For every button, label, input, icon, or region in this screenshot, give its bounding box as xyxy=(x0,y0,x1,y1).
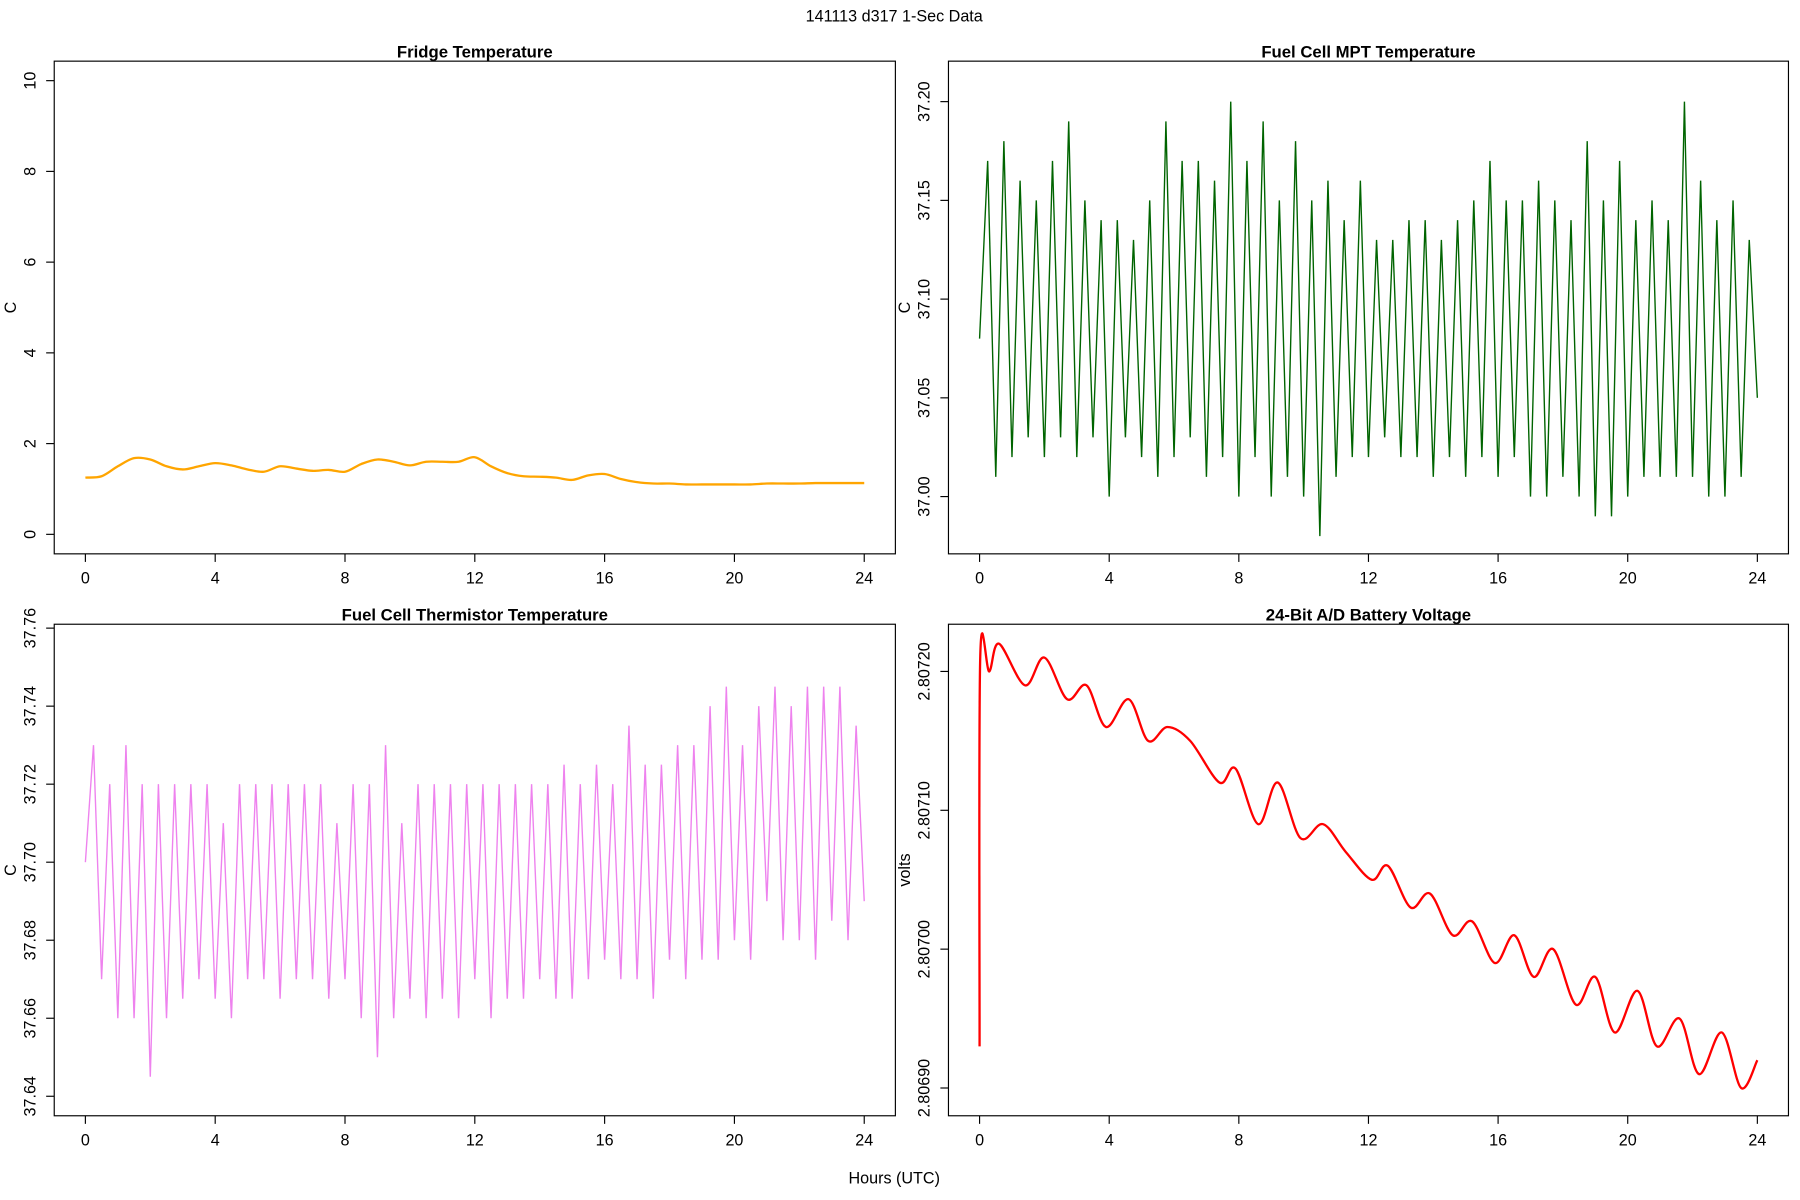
x-tick-label: 24 xyxy=(855,569,873,587)
x-tick-label: 4 xyxy=(211,569,220,587)
y-tick-label: 37.70 xyxy=(21,842,39,882)
y-tick-label: 37.66 xyxy=(21,998,39,1038)
y-axis-label: C xyxy=(2,864,20,876)
x-tick-label: 4 xyxy=(211,1131,220,1149)
y-tick-label: 37.76 xyxy=(21,608,39,648)
panel-title: Fuel Cell MPT Temperature xyxy=(1261,42,1475,61)
y-tick-label: 37.05 xyxy=(916,378,934,418)
x-tick-label: 16 xyxy=(596,1131,614,1149)
x-tick-label: 16 xyxy=(1489,1131,1507,1149)
y-tick-label: 2.80690 xyxy=(916,1059,934,1117)
x-tick-label: 0 xyxy=(975,1131,984,1149)
panel-title: 24-Bit A/D Battery Voltage xyxy=(1266,606,1471,625)
y-tick-label: 37.74 xyxy=(21,686,39,726)
y-tick-label: 4 xyxy=(21,348,39,357)
data-line xyxy=(978,632,1759,1090)
x-tick-label: 24 xyxy=(1748,569,1766,587)
x-tick-label: 20 xyxy=(725,1131,743,1149)
x-tick-label: 8 xyxy=(1234,1131,1243,1149)
x-tick-label: 0 xyxy=(81,569,90,587)
x-tick-label: 8 xyxy=(1234,569,1243,587)
x-tick-label: 24 xyxy=(855,1131,873,1149)
y-tick-label: 6 xyxy=(21,258,39,267)
y-tick-label: 37.68 xyxy=(21,920,39,960)
y-tick-label: 37.15 xyxy=(916,180,934,220)
x-tick-label: 4 xyxy=(1105,1131,1114,1149)
data-line xyxy=(84,686,865,1077)
y-tick-label: 2.80720 xyxy=(916,642,934,700)
y-tick-label: 2.80700 xyxy=(916,920,934,978)
plot-frame xyxy=(947,60,1790,555)
y-axis-label: C xyxy=(896,301,914,313)
y-tick-label: 10 xyxy=(21,72,39,90)
x-tick-label: 20 xyxy=(725,569,743,587)
y-tick-label: 2 xyxy=(21,439,39,448)
x-tick-label: 12 xyxy=(466,1131,484,1149)
y-tick-label: 8 xyxy=(21,167,39,176)
x-tick-label: 12 xyxy=(1359,1131,1377,1149)
x-tick-label: 0 xyxy=(81,1131,90,1149)
y-tick-label: 2.80710 xyxy=(916,781,934,839)
y-tick-label: 37.00 xyxy=(916,476,934,516)
x-axis-label: Hours (UTC) xyxy=(848,1169,939,1187)
plot-frame xyxy=(53,623,896,1117)
y-tick-label: 37.20 xyxy=(916,81,934,121)
y-tick-label: 37.72 xyxy=(21,764,39,804)
panel-title: Fridge Temperature xyxy=(397,42,553,61)
x-tick-label: 12 xyxy=(466,569,484,587)
x-tick-label: 16 xyxy=(1489,569,1507,587)
y-tick-label: 37.10 xyxy=(916,279,934,319)
y-tick-label: 37.64 xyxy=(21,1076,39,1116)
x-tick-label: 20 xyxy=(1619,569,1637,587)
x-tick-label: 8 xyxy=(341,1131,350,1149)
x-tick-label: 16 xyxy=(596,569,614,587)
x-tick-label: 12 xyxy=(1359,569,1377,587)
y-axis-label: volts xyxy=(896,853,914,886)
x-tick-label: 20 xyxy=(1619,1131,1637,1149)
page-title: 141113 d317 1-Sec Data xyxy=(806,8,983,26)
plot-frame xyxy=(53,60,896,555)
x-tick-label: 8 xyxy=(341,569,350,587)
data-line xyxy=(978,101,1759,537)
x-tick-label: 0 xyxy=(975,569,984,587)
data-line xyxy=(85,456,865,486)
y-tick-label: 0 xyxy=(21,530,39,539)
x-tick-label: 4 xyxy=(1105,569,1114,587)
y-axis-label: C xyxy=(2,301,20,313)
panel-title: Fuel Cell Thermistor Temperature xyxy=(342,606,608,625)
x-tick-label: 24 xyxy=(1748,1131,1766,1149)
